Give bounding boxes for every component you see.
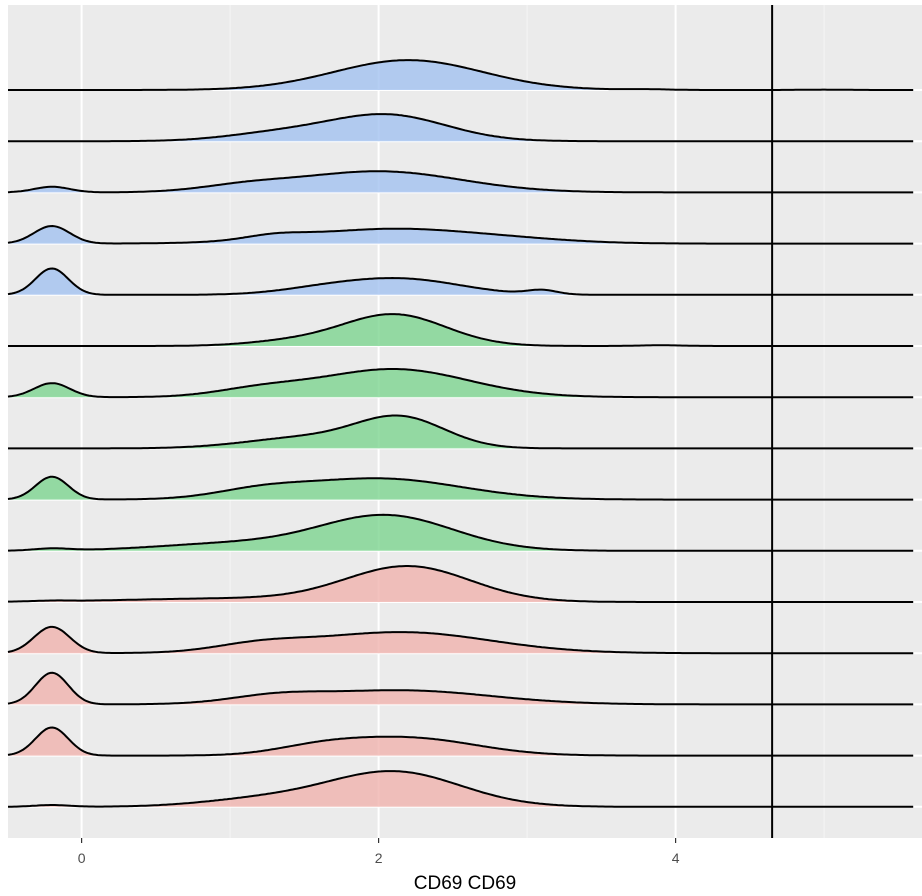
ridge-fill: [8, 626, 914, 654]
ridge-15: [8, 770, 922, 808]
ridge-2: [8, 113, 922, 143]
ridge-fill: [8, 415, 914, 449]
ridge-fill: [8, 314, 914, 346]
ridge-7: [7, 368, 922, 399]
ridge-3: [7, 170, 922, 194]
ridge-11: [8, 565, 922, 603]
ridge-fill: [8, 171, 914, 193]
ridge-outline: [8, 414, 914, 450]
ridge-outline: [7, 224, 914, 245]
ridge-fill: [8, 566, 914, 602]
ridge-outline: [8, 565, 914, 603]
ridge-12: [7, 625, 922, 655]
ridge-outline: [7, 475, 914, 501]
ridge-1: [8, 59, 922, 91]
ridge-outline: [7, 267, 914, 296]
ridge-fill: [8, 114, 914, 142]
ridge-9: [7, 475, 922, 501]
ridge-outline: [8, 513, 914, 552]
ridge-4: [7, 224, 922, 245]
ridge-fill: [8, 268, 914, 295]
ridge-fill: [8, 727, 914, 756]
ridge-5: [7, 267, 922, 296]
ridge-outline: [7, 726, 914, 757]
x-axis-title: CD69 CD69: [414, 873, 516, 894]
ridge-outline: [8, 113, 914, 143]
ridge-fill: [8, 60, 914, 90]
ridge-fill: [8, 369, 914, 398]
ridge-fill: [8, 771, 914, 807]
ridge-outline: [8, 313, 914, 347]
x-tick-label: 0: [78, 850, 86, 866]
ridge-13: [7, 671, 922, 706]
ridge-fill: [8, 672, 914, 705]
ridge-outline: [7, 671, 914, 706]
ridge-outline: [7, 368, 914, 399]
ridge-10: [8, 513, 922, 552]
ridge-outline: [8, 59, 914, 91]
grid-layer: [80, 5, 825, 838]
x-axis: 0 2 4: [78, 838, 680, 866]
ridge-outline: [8, 770, 914, 808]
ridge-8: [8, 414, 922, 450]
x-tick-label: 2: [375, 850, 383, 866]
ridge-14: [7, 726, 922, 757]
ridge-6: [8, 313, 922, 347]
ridge-layer: [7, 59, 922, 808]
ridge-fill: [8, 476, 914, 500]
x-tick-label: 4: [672, 850, 680, 866]
ridge-outline: [7, 170, 914, 194]
ridge-outline: [7, 625, 914, 655]
